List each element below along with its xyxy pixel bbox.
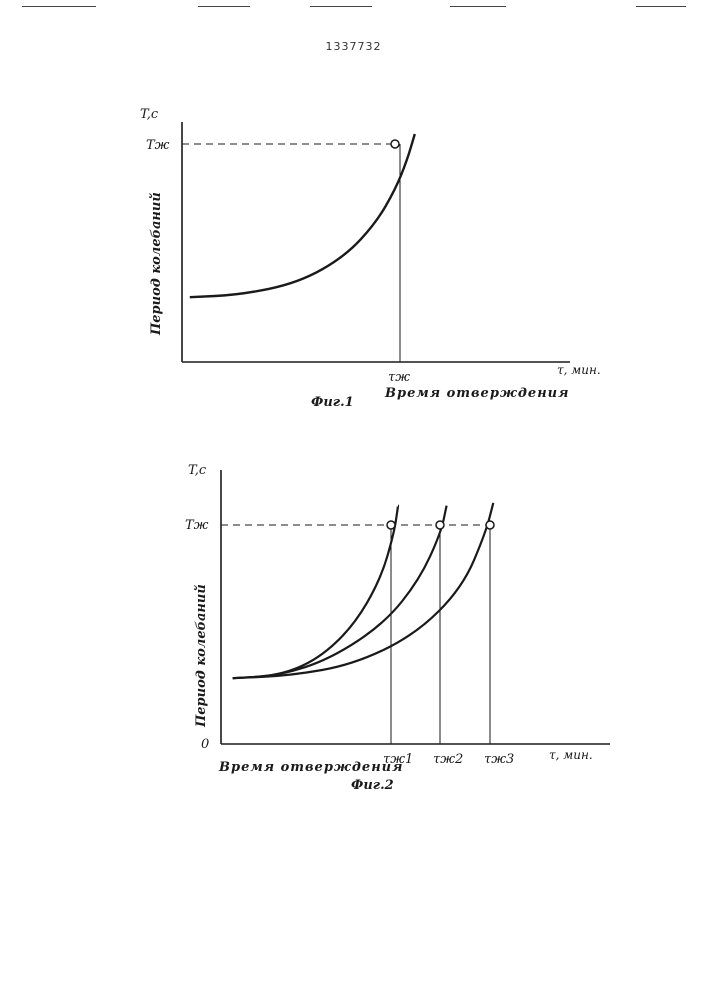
fig2-series-curve-2 bbox=[233, 506, 447, 679]
fig2-xtick-label-3: τж3 bbox=[484, 752, 514, 767]
fig2-xtick-label-2: τж2 bbox=[433, 752, 463, 767]
fig2-y-unit-label: T,c bbox=[188, 463, 207, 478]
fig2-marker-point-1 bbox=[387, 521, 395, 529]
fig2-ytick-label: Tж bbox=[185, 518, 209, 533]
fig2-origin-label: 0 bbox=[201, 737, 209, 752]
fig2-series-curve-3 bbox=[233, 503, 494, 678]
fig2-xlabel: Время отверждения bbox=[218, 760, 403, 775]
fig2-caption: Фиг.2 bbox=[351, 778, 394, 793]
patent-page: 1337732 T,c Tж Период колебаний τж τ, ми… bbox=[0, 0, 707, 1000]
fig2-x-unit-label: τ, мин. bbox=[549, 748, 593, 762]
fig2-ylabel: Период колебаний bbox=[194, 584, 209, 728]
figure-2-chart: T,c Tж Период колебаний 0 τж1 τж2 τж3 τ,… bbox=[0, 0, 707, 1000]
fig2-series-curve-1 bbox=[233, 506, 398, 679]
fig2-marker-point-3 bbox=[486, 521, 494, 529]
fig2-marker-point-2 bbox=[436, 521, 444, 529]
